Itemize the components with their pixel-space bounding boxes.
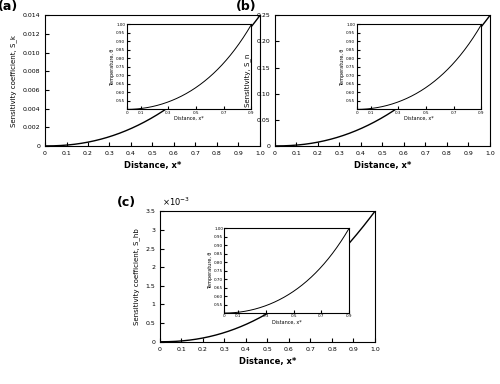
Text: (b): (b)	[236, 0, 257, 13]
Y-axis label: Sensitivity coefficient, S_hb: Sensitivity coefficient, S_hb	[133, 228, 140, 325]
Y-axis label: Sensitivity, S_n: Sensitivity, S_n	[244, 54, 251, 107]
X-axis label: Distance, x*: Distance, x*	[354, 161, 411, 170]
X-axis label: Distance, x*: Distance, x*	[124, 161, 181, 170]
Y-axis label: Sensitivity coefficient, S_k: Sensitivity coefficient, S_k	[10, 35, 17, 127]
Text: (a): (a)	[0, 0, 18, 13]
Text: (c): (c)	[117, 196, 136, 209]
X-axis label: Distance, x*: Distance, x*	[239, 357, 296, 366]
Text: $\times 10^{-3}$: $\times 10^{-3}$	[162, 195, 190, 208]
